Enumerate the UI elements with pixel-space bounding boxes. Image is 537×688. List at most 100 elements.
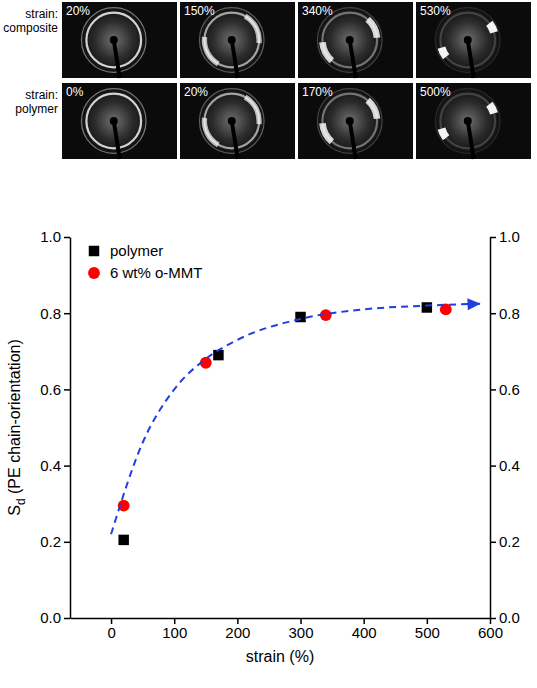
tick-label: 1.0 <box>499 228 520 245</box>
y-axis: 0.00.20.40.60.81.0 <box>40 228 70 626</box>
beam-stop <box>346 117 354 125</box>
reflection <box>244 95 262 125</box>
beam-stop <box>232 121 238 159</box>
beam-stop <box>110 117 118 125</box>
image-background <box>180 2 295 78</box>
tick: 0.0 <box>490 609 520 626</box>
tick-mark <box>64 618 70 620</box>
arrowhead <box>467 298 480 310</box>
diffraction-image <box>298 2 413 78</box>
tick: 1.0 <box>40 228 70 245</box>
beam-stop <box>114 121 120 159</box>
reflection <box>244 14 262 44</box>
tick: 300 <box>289 618 314 641</box>
figure: strain:composite20%150%340%530%strain:po… <box>0 0 537 688</box>
legend-label: polymer <box>110 242 163 259</box>
beam-stop <box>114 40 120 78</box>
tick: 0.8 <box>40 305 70 322</box>
panel-label: 150% <box>184 4 215 18</box>
image-background <box>298 2 413 78</box>
ring <box>81 8 146 73</box>
image-background <box>416 2 531 78</box>
plot-area <box>111 298 480 545</box>
legend-marker <box>89 246 99 256</box>
row-label: strain:polymer <box>15 88 58 116</box>
tick-mark <box>490 465 496 467</box>
tick-label: 0 <box>107 624 115 641</box>
tick-label: 0.0 <box>499 609 520 626</box>
reflection <box>365 17 380 38</box>
x-axis: 0100200300400500600 <box>71 618 504 641</box>
ring <box>86 94 141 149</box>
data-point <box>118 535 128 545</box>
diffraction-image <box>180 83 295 159</box>
reflection <box>438 128 450 141</box>
reflection <box>319 42 334 63</box>
beam-stop <box>228 36 236 44</box>
tick-label: 0.4 <box>499 457 520 474</box>
diffraction-image <box>62 83 177 159</box>
tick-mark <box>64 237 70 239</box>
tick-mark <box>490 618 496 620</box>
image-background <box>298 83 413 159</box>
axis-line <box>70 238 72 619</box>
data-point <box>213 350 223 360</box>
tick-mark <box>490 389 496 391</box>
reflection <box>486 21 498 34</box>
legend: polymer6 wt% o-MMT <box>88 242 202 281</box>
tick-mark <box>490 313 496 315</box>
tick: 500 <box>415 618 440 641</box>
reflection <box>365 98 380 119</box>
tick-label: 0.0 <box>40 609 61 626</box>
tick-mark <box>64 542 70 544</box>
tick-mark <box>64 465 70 467</box>
beam-stop <box>228 117 236 125</box>
beam-stop <box>346 36 354 44</box>
halo <box>80 87 148 155</box>
diffraction-image <box>62 2 177 78</box>
reflection <box>438 47 450 60</box>
panel-label: 20% <box>66 4 90 18</box>
tick-label: 200 <box>225 624 250 641</box>
ring <box>440 94 495 149</box>
tick-mark <box>490 237 496 239</box>
beam-stop <box>350 40 356 78</box>
reflection <box>202 118 220 148</box>
beam-stop <box>464 36 472 44</box>
tick: 0.0 <box>40 609 70 626</box>
tick-label: 0.2 <box>40 533 61 550</box>
ring <box>86 13 141 68</box>
reflection <box>319 123 334 144</box>
tick: 1.0 <box>490 228 520 245</box>
panel-label: 530% <box>420 4 451 18</box>
beam-stop <box>232 40 238 78</box>
beam-stop <box>350 121 356 159</box>
data-point <box>422 302 432 312</box>
tick-label: 0.6 <box>40 381 61 398</box>
image-background <box>62 83 177 159</box>
tick-label: 0.8 <box>499 305 520 322</box>
y-axis-title: Sd (PE chain-orientation) <box>6 339 28 516</box>
panel-label: 340% <box>302 4 333 18</box>
tick-mark <box>490 542 496 544</box>
image-background <box>180 83 295 159</box>
panel-label: 0% <box>66 85 84 99</box>
beam-stop <box>464 117 472 125</box>
tick: 0.2 <box>490 533 520 550</box>
tick-label: 100 <box>162 624 187 641</box>
tick: 0.2 <box>40 533 70 550</box>
tick-mark <box>64 313 70 315</box>
tick-label: 0.6 <box>499 381 520 398</box>
reflection <box>486 102 498 115</box>
tick-label: 300 <box>289 624 314 641</box>
tick-label: 500 <box>415 624 440 641</box>
tick: 200 <box>225 618 250 641</box>
tick: 0 <box>107 618 115 641</box>
panel-label: 170% <box>302 85 333 99</box>
reflection <box>202 37 220 67</box>
beam-stop <box>468 40 474 78</box>
panel-label: 500% <box>420 85 451 99</box>
axis-line <box>490 238 492 619</box>
diffraction-image <box>416 2 531 78</box>
y2-axis: 0.0 0.2 0.4 0.6 0.8 1.0 <box>490 228 520 626</box>
